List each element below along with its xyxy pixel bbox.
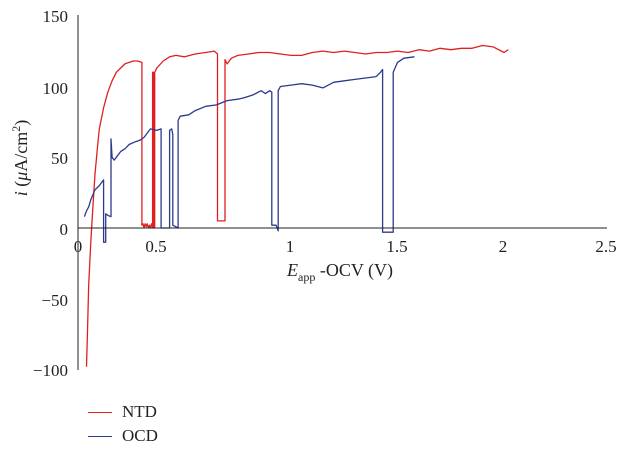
x-tick-label: 0.5: [145, 237, 166, 256]
x-tick-labels: 0 0.5 1 1.5 2 2.5: [74, 237, 617, 256]
series-line-ntd: [85, 44, 509, 367]
x-tick-label: 1.5: [386, 237, 407, 256]
y-axis-title-open: (: [11, 181, 32, 192]
y-axis-title: i (μA/cm2): [9, 120, 32, 197]
series-line-ocd: [83, 56, 415, 243]
y-tick-label: 0: [60, 220, 69, 239]
x-tick-label: 2: [499, 237, 508, 256]
legend-item-ntd: NTD: [88, 400, 158, 424]
y-axis-title-close: ): [11, 120, 32, 126]
y-tick-labels: 150 100 50 0 −50 −100: [33, 7, 68, 380]
x-axis-title-italic: E: [286, 260, 298, 280]
chart: 150 100 50 0 −50 −100 0 0.5 1 1.5 2 2.5 …: [9, 7, 617, 380]
legend-swatch-ntd: [88, 411, 112, 413]
legend-swatch-ocd: [88, 435, 112, 437]
legend-item-ocd: OCD: [88, 424, 158, 448]
y-tick-label: 150: [43, 7, 69, 26]
plot-area: [83, 44, 509, 367]
legend-label-ocd: OCD: [122, 426, 158, 445]
legend-label-ntd: NTD: [122, 402, 157, 421]
x-tick-label: 1: [286, 237, 295, 256]
y-axis-title-superscript: 2: [9, 126, 23, 132]
y-axis-title-italic: i: [11, 191, 31, 196]
y-tick-label: −50: [41, 291, 68, 310]
x-axis-title: Eapp -OCV (V): [286, 260, 393, 284]
y-tick-label: 100: [43, 79, 69, 98]
x-tick-label: 0: [74, 237, 83, 256]
y-axis-title-unit: A/cm: [11, 132, 31, 172]
x-axis-title-rest: -OCV (V): [315, 260, 393, 281]
y-tick-label: 50: [51, 149, 68, 168]
x-axis-title-subscript: app: [298, 270, 315, 284]
x-tick-label: 2.5: [595, 237, 616, 256]
legend: NTD OCD: [88, 400, 158, 448]
y-tick-label: −100: [33, 361, 68, 380]
y-axis-title-mu: μ: [11, 172, 31, 182]
